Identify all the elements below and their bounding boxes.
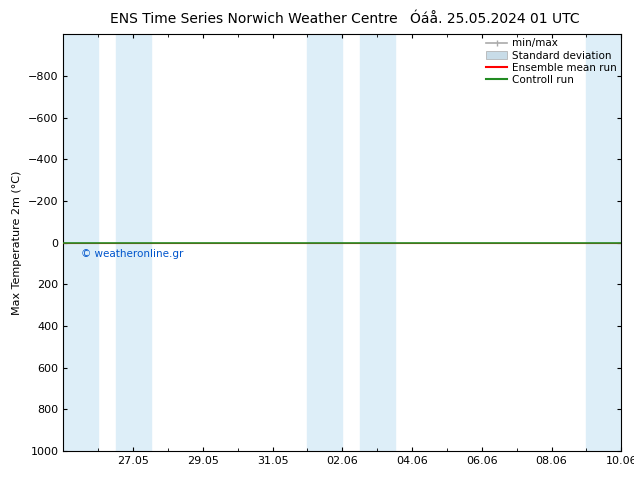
Text: © weatheronline.gr: © weatheronline.gr xyxy=(81,249,183,259)
Text: ENS Time Series Norwich Weather Centre: ENS Time Series Norwich Weather Centre xyxy=(110,12,398,26)
Y-axis label: Max Temperature 2m (°C): Max Temperature 2m (°C) xyxy=(13,171,22,315)
Text: Óáå. 25.05.2024 01 UTC: Óáå. 25.05.2024 01 UTC xyxy=(410,12,579,26)
Bar xyxy=(307,34,342,451)
Bar xyxy=(115,34,150,451)
Bar xyxy=(63,34,98,451)
Bar xyxy=(586,34,621,451)
Legend: min/max, Standard deviation, Ensemble mean run, Controll run: min/max, Standard deviation, Ensemble me… xyxy=(485,37,618,86)
Bar xyxy=(359,34,394,451)
